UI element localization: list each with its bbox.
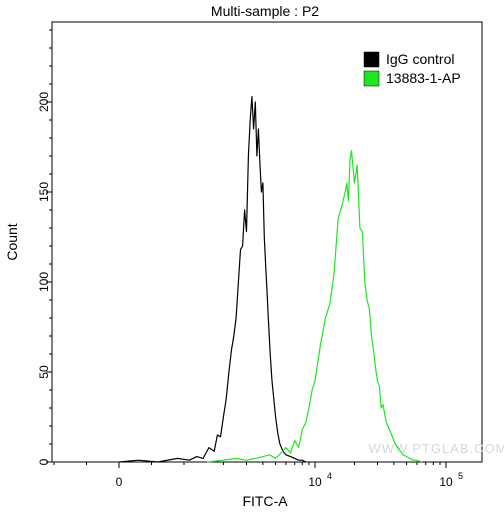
y-tick-label: 150	[37, 182, 51, 202]
plot-lines	[118, 96, 422, 463]
x-axis: 0 10 4 10 5	[53, 462, 463, 489]
x-axis-label: FITC-A	[242, 493, 288, 509]
legend-swatch	[363, 70, 380, 87]
x-tick-label: 10	[439, 475, 453, 489]
y-tick-label: 50	[37, 365, 51, 379]
legend: IgG control 13883-1-AP	[363, 51, 461, 87]
chart-title: Multi-sample : P2	[211, 3, 319, 19]
y-axis: 0 50 100 150 200	[37, 29, 52, 465]
plot-frame	[51, 21, 483, 463]
y-tick-label: 0	[37, 458, 51, 465]
legend-label: 13883-1-AP	[386, 70, 461, 86]
x-tick-label: 0	[116, 475, 123, 489]
legend-swatch	[363, 51, 380, 68]
y-axis-label: Count	[4, 223, 20, 260]
legend-label: IgG control	[386, 51, 454, 67]
y-tick-label: 200	[37, 92, 51, 112]
y-tick-label: 100	[37, 272, 51, 292]
x-tick-exponent: 4	[327, 471, 332, 481]
x-tick-exponent: 5	[458, 471, 463, 481]
x-tick-label: 10	[308, 475, 322, 489]
series-line-1	[118, 96, 307, 463]
watermark-text: WWW.PTGLAB.COM	[369, 441, 504, 456]
series-line-2	[207, 150, 422, 463]
